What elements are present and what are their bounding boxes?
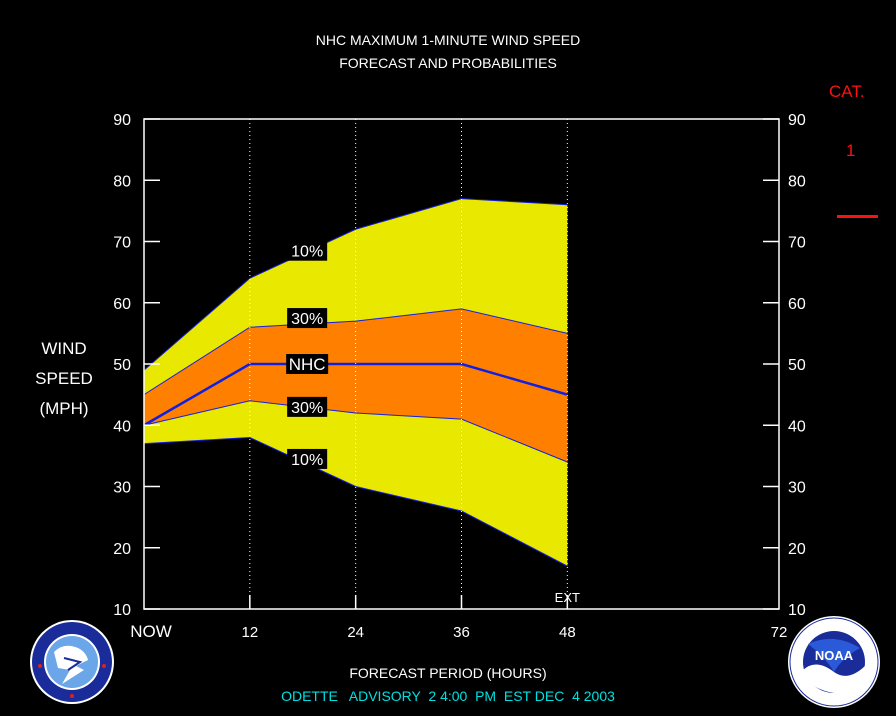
y-tick-label-left: 90 — [113, 112, 131, 129]
y-tick-label-right: 60 — [788, 296, 806, 313]
noaa-logo-text: NOAA — [815, 648, 854, 663]
y-tick-label-left: 30 — [113, 480, 131, 497]
band-label-box — [286, 354, 329, 374]
nws-logo — [30, 620, 114, 704]
band-label: 10% — [291, 452, 323, 469]
noaa-logo: NOAA — [788, 616, 880, 708]
band-label: 10% — [291, 244, 323, 261]
y-tick-label-right: 80 — [788, 173, 806, 190]
advisory-text: ODETTE ADVISORY 2 4:00 PM EST DEC 4 2003 — [281, 688, 615, 704]
y-axis-label-line1: WIND — [41, 339, 87, 358]
chart-title-line1: NHC MAXIMUM 1-MINUTE WIND SPEED — [315, 32, 581, 48]
category-label: CAT. — [829, 82, 865, 101]
x-tick-label: 48 — [559, 624, 576, 641]
band-label-box — [287, 308, 328, 329]
series-edge-10pct-upper — [143, 198, 568, 371]
annotation-ext: EXT — [555, 590, 580, 605]
category-line — [837, 215, 878, 218]
series-edge-30pct-lower — [143, 400, 568, 463]
y-axis-label-line2: SPEED — [35, 369, 93, 388]
series-edge-10pct-lower — [143, 436, 568, 567]
y-tick-label-left: 80 — [113, 173, 131, 190]
y-tick-label-right: 40 — [788, 418, 806, 435]
x-tick-label: 12 — [241, 624, 258, 641]
x-tick-label: 24 — [347, 624, 364, 641]
y-tick-label-right: 30 — [788, 480, 806, 497]
y-axis-label-line3: (MPH) — [39, 399, 89, 418]
category-value: 1 — [846, 141, 856, 160]
band-label-box — [287, 448, 328, 469]
x-axis-label: FORECAST PERIOD (HOURS) — [349, 665, 547, 681]
dotted-gridlines — [249, 119, 568, 609]
band-label-box — [287, 396, 328, 417]
chart-axes — [143, 118, 780, 610]
y-tick-label-left: 60 — [113, 296, 131, 313]
x-tick-label: 36 — [453, 624, 470, 641]
band-label: NHC — [289, 355, 326, 374]
y-tick-label-left: 50 — [113, 357, 131, 374]
band-label: 30% — [291, 311, 323, 328]
y-tick-label-right: 10 — [788, 602, 806, 619]
y-tick-label-right: 70 — [788, 235, 806, 252]
y-tick-label-right: 20 — [788, 541, 806, 558]
x-tick-label: 72 — [771, 624, 788, 641]
band-label: 30% — [291, 400, 323, 417]
series-edge-30pct-upper — [143, 308, 568, 396]
band-label-box — [287, 240, 328, 261]
y-tick-label-right: 50 — [788, 357, 806, 374]
y-tick-label-left: 70 — [113, 235, 131, 252]
tick-labels: 10 10 20 20 30 30 40 40 50 50 60 60 70 70 80 80 90 90 NOW 1… — [113, 112, 806, 641]
band-labels: 10% 30% NHC 30% 10% — [286, 240, 329, 469]
chart-title-line2: FORECAST AND PROBABILITIES — [339, 55, 557, 71]
y-tick-label-right: 90 — [788, 112, 806, 129]
y-tick-label-left: 40 — [113, 418, 131, 435]
x-tick-label: NOW — [130, 622, 172, 641]
y-tick-label-left: 10 — [113, 602, 131, 619]
y-tick-label-left: 20 — [113, 541, 131, 558]
